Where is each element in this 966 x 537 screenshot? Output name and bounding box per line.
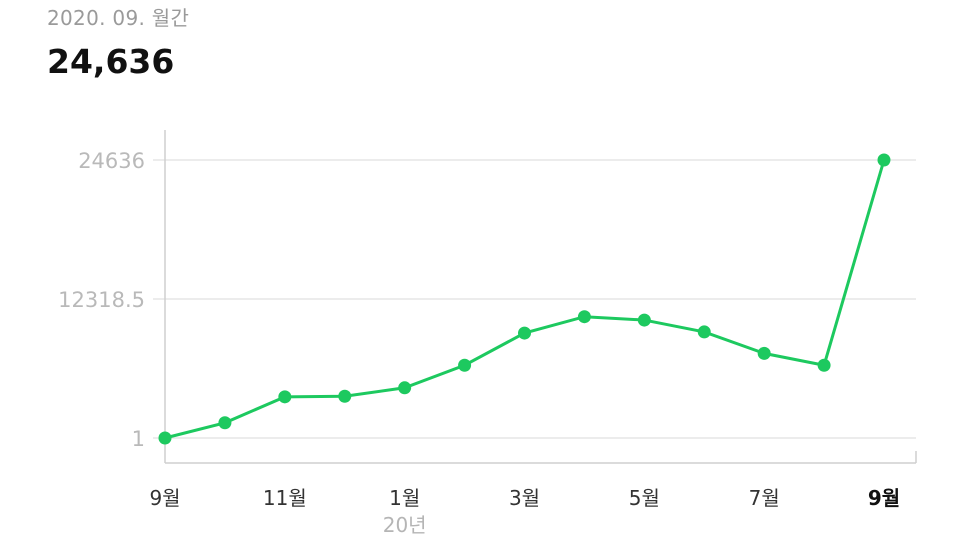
axes bbox=[164, 130, 917, 464]
x-tick-label: 5월 bbox=[629, 486, 660, 510]
year-marker-label: 20년 bbox=[383, 513, 427, 537]
data-point bbox=[637, 313, 651, 327]
data-point bbox=[817, 358, 831, 372]
y-tick-label: 12318.5 bbox=[58, 288, 145, 312]
grid-lines bbox=[153, 159, 916, 439]
x-tick-labels: 9월 11월 1월 3월 5월 7월 9월 20년 bbox=[149, 486, 900, 537]
data-point bbox=[697, 325, 711, 339]
data-point bbox=[458, 358, 472, 372]
x-tick-label: 9월 bbox=[149, 486, 180, 510]
x-tick-label: 9월 bbox=[868, 486, 900, 510]
y-tick-label: 1 bbox=[132, 427, 145, 451]
x-tick-label: 7월 bbox=[749, 486, 780, 510]
x-tick-label: 3월 bbox=[509, 486, 540, 510]
y-tick-labels: 1 12318.5 24636 bbox=[58, 149, 145, 451]
period-label: 2020. 09. 월간 bbox=[47, 6, 190, 30]
data-point bbox=[338, 389, 352, 403]
total-value: 24,636 bbox=[47, 42, 175, 81]
data-point bbox=[757, 346, 771, 360]
data-point bbox=[877, 153, 891, 167]
x-tick-label: 11월 bbox=[263, 486, 307, 510]
data-point bbox=[577, 310, 591, 324]
data-point bbox=[398, 381, 412, 395]
y-tick-label: 24636 bbox=[78, 149, 145, 173]
data-points bbox=[158, 153, 891, 445]
x-tick-label: 1월 bbox=[389, 486, 420, 510]
data-point bbox=[158, 431, 172, 445]
data-point bbox=[518, 326, 531, 340]
data-point bbox=[218, 416, 232, 430]
data-point bbox=[278, 390, 292, 404]
